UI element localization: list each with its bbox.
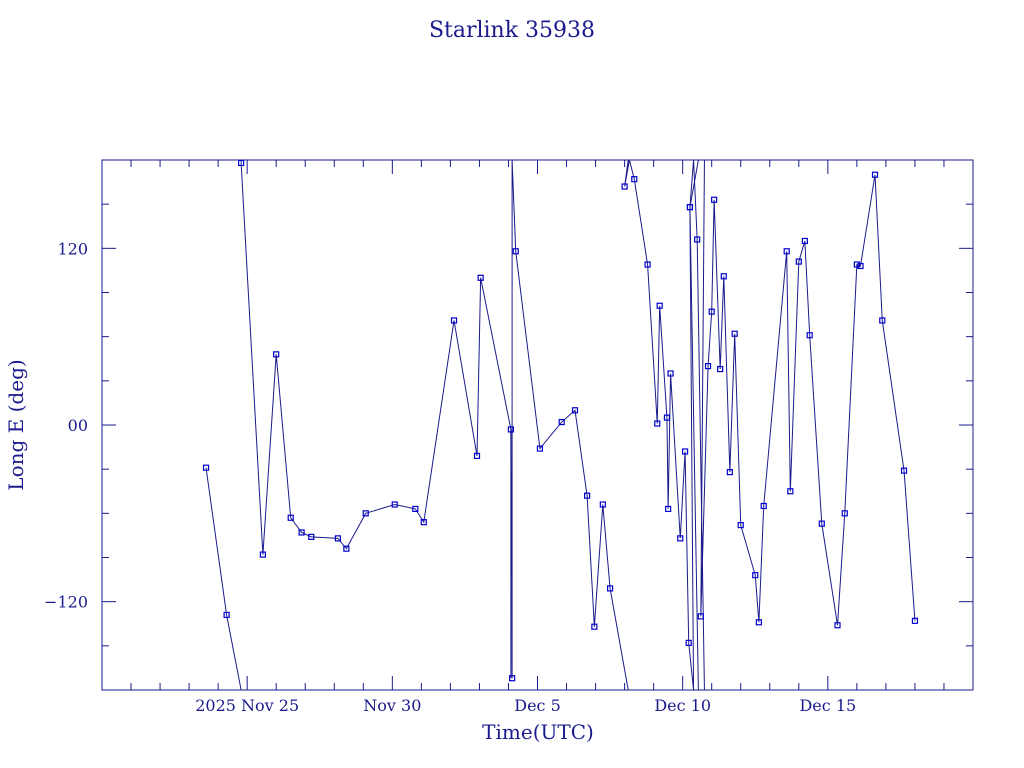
data-point — [450, 317, 458, 324]
x-tick-label: 2025 Nov 25 — [195, 696, 299, 715]
data-point — [508, 675, 516, 682]
data-point — [755, 619, 762, 626]
data-point — [900, 467, 908, 474]
data-point — [871, 171, 879, 178]
data-point — [783, 248, 790, 255]
data-point — [818, 520, 825, 527]
x-tick-label: Dec 15 — [799, 696, 856, 715]
series-markers — [202, 159, 919, 682]
data-point — [287, 514, 294, 521]
y-axis-ticks — [102, 159, 973, 691]
data-point — [717, 365, 724, 373]
data-point — [697, 613, 704, 620]
data-point — [473, 452, 481, 460]
data-point — [631, 176, 638, 183]
data-point — [644, 261, 651, 268]
series-line — [624, 160, 695, 690]
data-point — [787, 488, 794, 495]
x-tick-label: Nov 30 — [363, 696, 421, 715]
data-point — [238, 159, 245, 167]
data-point — [591, 623, 598, 630]
data-point — [667, 370, 674, 377]
data-point — [879, 317, 886, 324]
series-line — [689, 160, 699, 690]
data-point — [223, 611, 230, 619]
data-point — [711, 196, 718, 203]
x-axis-label: Time(UTC) — [482, 720, 594, 744]
data-point — [583, 492, 591, 499]
data-point — [656, 302, 663, 309]
data-point — [708, 308, 715, 315]
data-point — [599, 501, 606, 508]
data-point — [853, 261, 860, 268]
data-point — [606, 585, 614, 592]
chart-title: Starlink 35938 — [429, 18, 595, 43]
data-point — [685, 639, 692, 646]
y-tick-label: 00 — [68, 416, 88, 435]
data-point — [308, 533, 315, 540]
data-point — [834, 622, 841, 629]
data-point — [704, 363, 712, 370]
data-point — [665, 505, 672, 513]
series-line — [700, 160, 916, 626]
data-point — [362, 510, 369, 517]
data-point — [686, 204, 694, 211]
data-point — [334, 535, 341, 542]
series-line — [240, 160, 629, 690]
data-point — [731, 330, 738, 337]
data-point — [412, 505, 419, 513]
y-tick-label: 120 — [57, 239, 88, 258]
data-point — [726, 469, 733, 476]
data-point — [343, 545, 350, 552]
data-point — [202, 464, 210, 471]
data-point — [841, 510, 848, 517]
data-point — [654, 420, 661, 427]
data-point — [795, 258, 802, 265]
data-point — [806, 332, 813, 339]
x-axis-ticks — [101, 160, 974, 690]
data-point — [391, 501, 398, 508]
data-point — [477, 274, 484, 281]
data-point — [663, 414, 671, 421]
x-axis-tick-labels: 2025 Nov 25 Nov 30 Dec 5 Dec 10 Dec 15 — [195, 696, 856, 715]
data-point — [760, 502, 767, 510]
data-point — [512, 248, 519, 255]
data-point — [737, 522, 744, 529]
data-point — [801, 237, 808, 245]
data-point — [507, 426, 514, 433]
data-point — [571, 407, 579, 414]
data-point — [681, 448, 689, 455]
data-point — [694, 236, 701, 243]
data-point — [621, 183, 628, 190]
data-point — [259, 551, 266, 558]
data-point — [420, 519, 427, 526]
data-point — [857, 262, 864, 270]
y-axis-label: Long E (deg) — [4, 359, 28, 490]
x-tick-label: Dec 5 — [514, 696, 561, 715]
data-point — [911, 617, 919, 624]
data-point — [677, 535, 684, 542]
series-line — [205, 467, 242, 690]
data-point — [752, 572, 759, 579]
data-point — [536, 445, 544, 452]
data-point — [558, 418, 565, 426]
data-point — [298, 529, 305, 536]
series-line — [693, 160, 705, 690]
y-axis-tick-labels: 120 00 −120 — [44, 239, 88, 611]
x-tick-label: Dec 10 — [654, 696, 711, 715]
data-point — [273, 351, 280, 358]
data-point — [720, 273, 727, 280]
y-tick-label: −120 — [44, 593, 88, 612]
